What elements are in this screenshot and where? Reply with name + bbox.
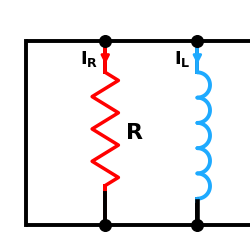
Point xyxy=(195,39,199,43)
Text: $\mathbf{R}$: $\mathbf{R}$ xyxy=(125,123,144,143)
Point xyxy=(195,223,199,227)
Text: $\mathbf{I_L}$: $\mathbf{I_L}$ xyxy=(174,49,191,69)
Point xyxy=(103,39,107,43)
Text: $\mathbf{I_R}$: $\mathbf{I_R}$ xyxy=(80,49,99,69)
Point xyxy=(103,223,107,227)
